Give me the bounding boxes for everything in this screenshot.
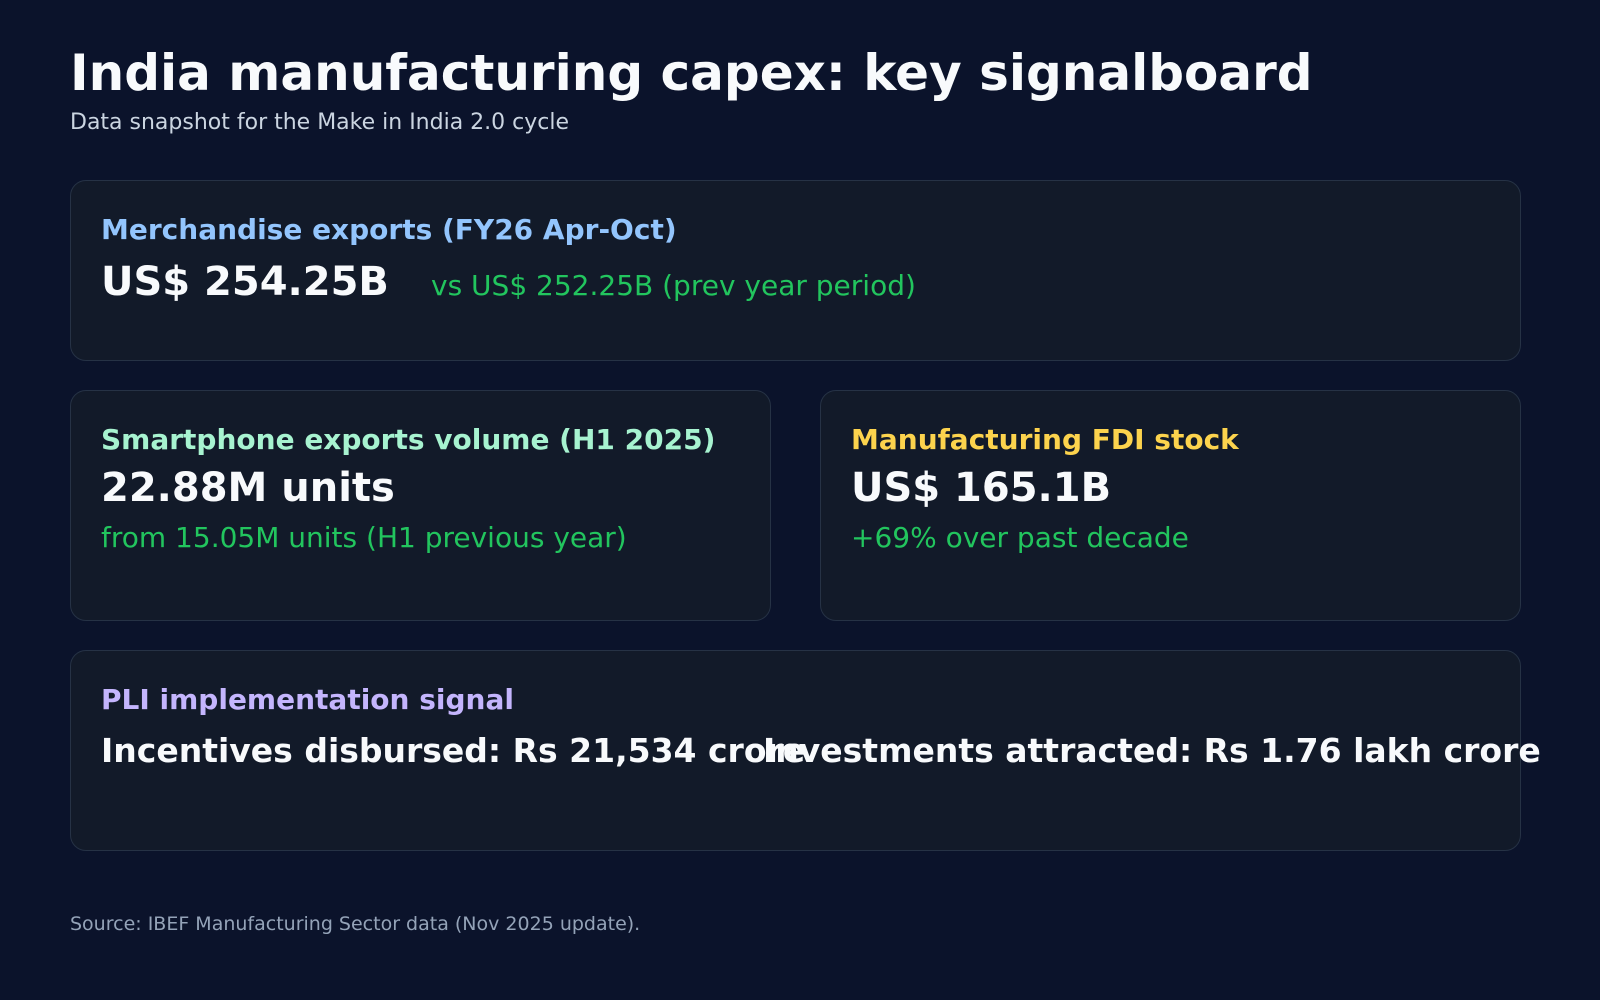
card-label: Smartphone exports volume (H1 2025): [101, 423, 716, 456]
fdi-stock-card: Manufacturing FDI stock US$ 165.1B +69% …: [820, 390, 1521, 621]
card-label: Manufacturing FDI stock: [851, 423, 1239, 456]
source-note: Source: IBEF Manufacturing Sector data (…: [70, 913, 641, 935]
pli-incentives: Incentives disbursed: Rs 21,534 crore: [101, 731, 806, 770]
smartphone-exports-card: Smartphone exports volume (H1 2025) 22.8…: [70, 390, 771, 621]
card-value: 22.88M units: [101, 465, 395, 511]
pli-investments: Investments attracted: Rs 1.76 lakh cror…: [763, 731, 1541, 770]
card-label: PLI implementation signal: [101, 683, 514, 716]
card-comparison: +69% over past decade: [851, 521, 1189, 554]
merchandise-exports-card: Merchandise exports (FY26 Apr-Oct) US$ 2…: [70, 180, 1521, 361]
card-value: US$ 254.25B: [101, 259, 389, 305]
page-subtitle: Data snapshot for the Make in India 2.0 …: [70, 110, 570, 135]
card-comparison: vs US$ 252.25B (prev year period): [431, 269, 916, 302]
card-label: Merchandise exports (FY26 Apr-Oct): [101, 213, 677, 246]
card-comparison: from 15.05M units (H1 previous year): [101, 521, 627, 554]
card-value: US$ 165.1B: [851, 465, 1112, 511]
page-title: India manufacturing capex: key signalboa…: [70, 44, 1313, 102]
pli-card: PLI implementation signal Incentives dis…: [70, 650, 1541, 851]
